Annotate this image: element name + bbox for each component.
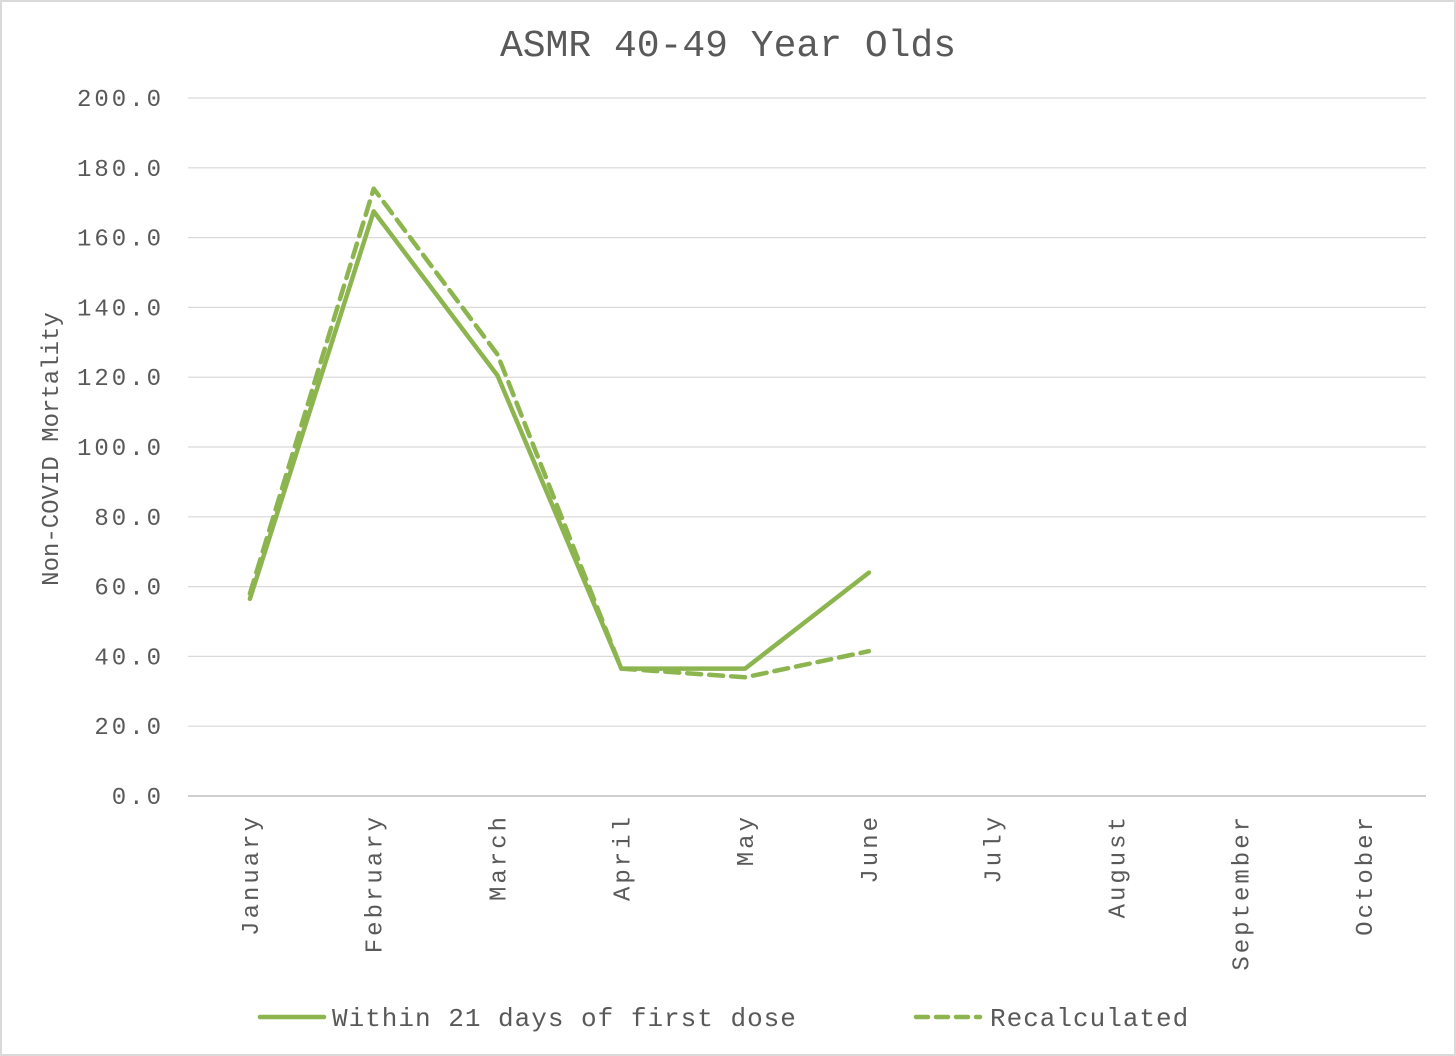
y-tick-label: 120.0 [77,366,164,393]
x-tick-label: April [610,814,637,901]
x-tick-label: January [239,814,266,936]
series-line-solid [247,209,872,671]
y-tick-label: 20.0 [94,715,164,742]
y-tick-label: 180.0 [77,157,164,184]
legend-label: Recalculated [990,1004,1189,1034]
y-tick-label: 200.0 [77,87,164,114]
x-tick-label: October [1353,814,1380,936]
y-tick-label: 60.0 [94,576,164,603]
x-tick-label: June [858,814,885,884]
y-tick-label: 100.0 [77,436,164,463]
x-axis-tick-labels: January February March April May June July Augu… [239,814,1380,971]
gridlines [188,97,1426,797]
y-tick-label: 0.0 [112,785,164,812]
y-axis-tick-labels: 0.0 20.0 40.0 60.0 80.0 100.0 120.0 140.0 160.0 1… [77,87,164,812]
x-tick-label: February [363,814,390,953]
chart-title: ASMR 40-49 Year Olds [500,25,956,68]
y-axis-title: Non-COVID Mortality [39,312,66,586]
series-line-dashed [247,186,872,680]
x-tick-label: August [1106,814,1133,918]
series-lines [247,186,872,680]
y-tick-label: 40.0 [94,645,164,672]
x-tick-label: May [734,814,761,866]
legend: Within 21 days of first dose Recalculated [257,1004,1189,1034]
x-tick-label: September [1229,814,1256,971]
x-tick-label: March [487,814,514,901]
y-tick-label: 140.0 [77,296,164,323]
x-tick-label: July [982,814,1009,884]
legend-label: Within 21 days of first dose [332,1004,797,1034]
y-tick-label: 80.0 [94,506,164,533]
y-tick-label: 160.0 [77,227,164,254]
